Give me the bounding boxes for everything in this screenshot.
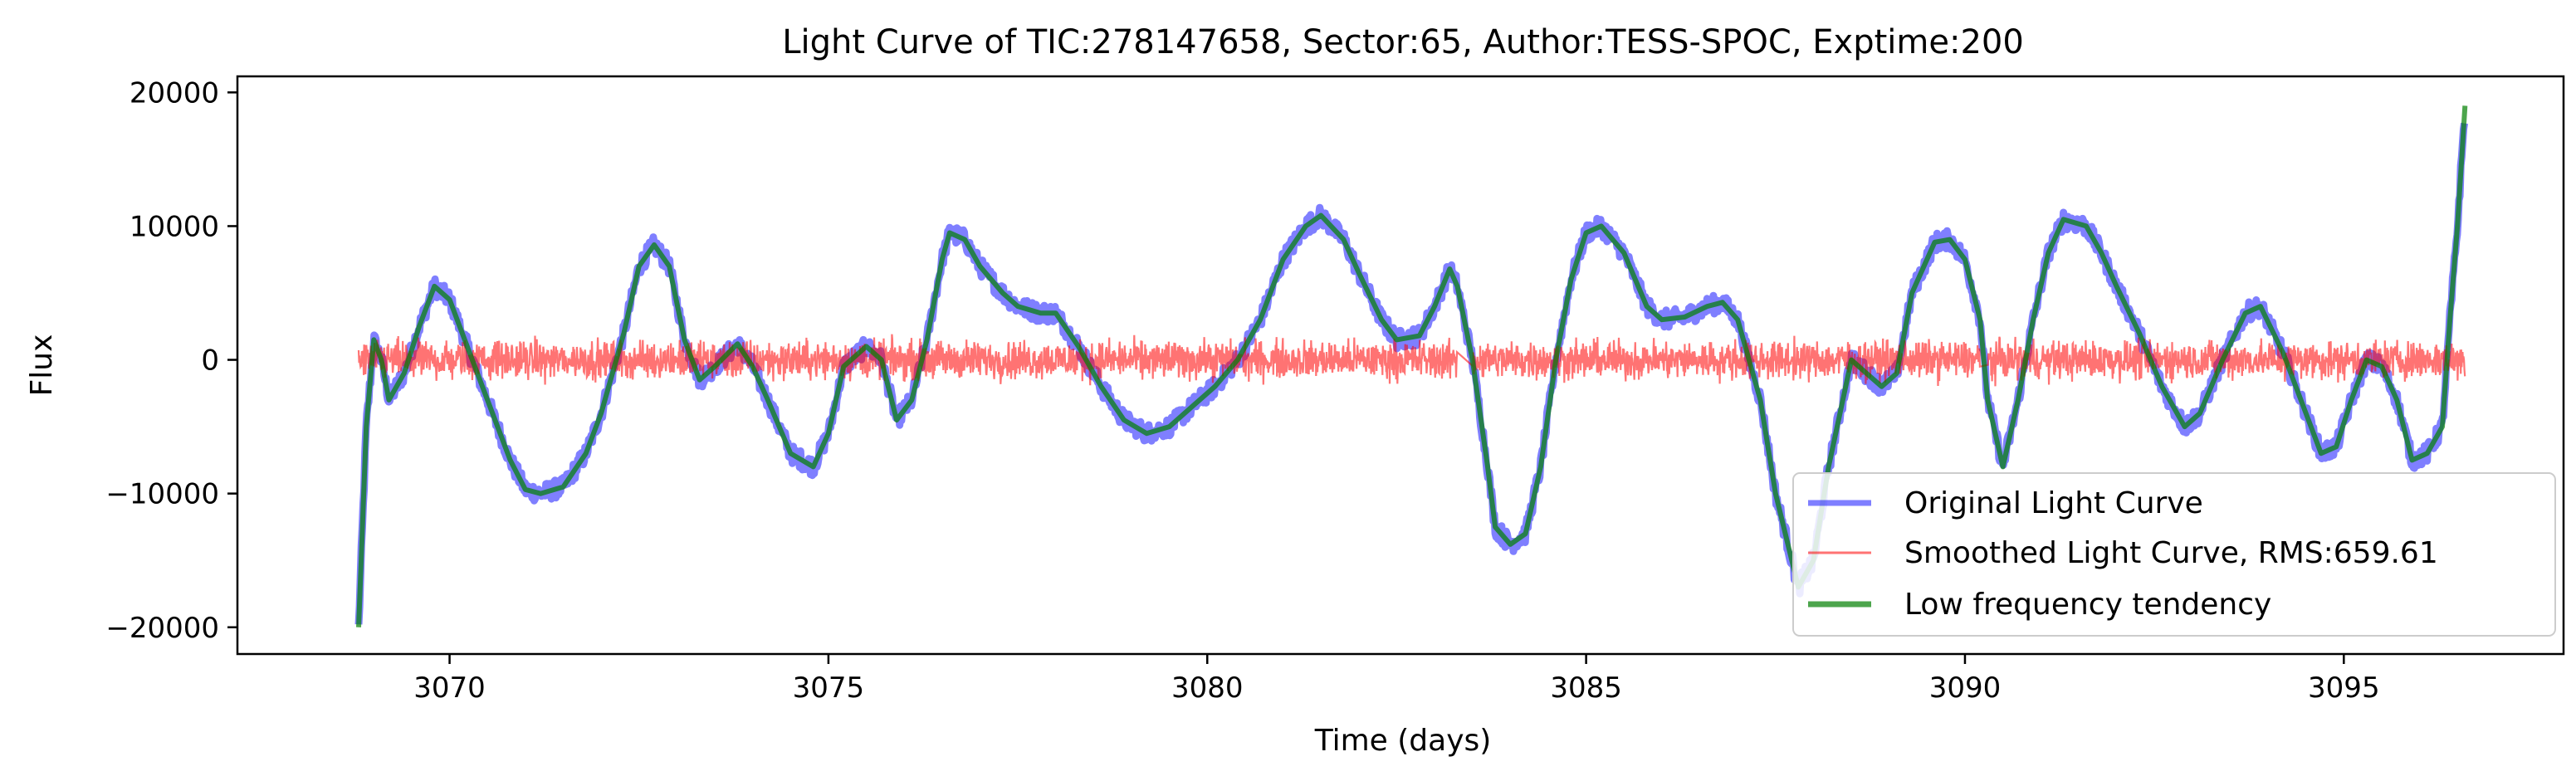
x-tick-label: 3090	[1929, 671, 2002, 705]
x-axis-label: Time (days)	[1314, 724, 1492, 758]
series-smoothed-light-curve	[357, 334, 2466, 387]
y-axis: −20000 −10000 0 10000 20000	[105, 76, 237, 645]
plot-area	[354, 105, 2469, 627]
legend-label-low-frequency: Low frequency tendency	[1904, 588, 2271, 622]
series-original-light-curve	[354, 122, 2469, 625]
legend: Original Light Curve Smoothed Light Curv…	[1792, 472, 2556, 637]
x-tick-label: 3085	[1550, 671, 1622, 705]
x-tick-label: 3070	[413, 671, 486, 705]
legend-label-smoothed: Smoothed Light Curve, RMS:659.61	[1904, 536, 2438, 570]
y-axis-label: Flux	[25, 334, 59, 397]
y-tick-label: −20000	[105, 612, 219, 645]
legend-box	[1792, 472, 2556, 637]
y-tick-label: 20000	[130, 76, 219, 110]
y-tick-label: 0	[201, 344, 219, 378]
x-tick-label: 3095	[2308, 671, 2380, 705]
x-tick-label: 3075	[793, 671, 865, 705]
x-tick-label: 3080	[1171, 671, 1244, 705]
legend-label-original: Original Light Curve	[1904, 486, 2203, 520]
series-low-frequency-tendency	[356, 105, 2468, 627]
chart-title: Light Curve of TIC:278147658, Sector:65,…	[782, 23, 2024, 61]
y-tick-label: 10000	[130, 210, 219, 243]
plot-frame	[236, 75, 2565, 656]
x-axis: 3070 3075 3080 3085 3090 3095	[413, 654, 2380, 705]
y-tick-label: −10000	[105, 478, 219, 511]
